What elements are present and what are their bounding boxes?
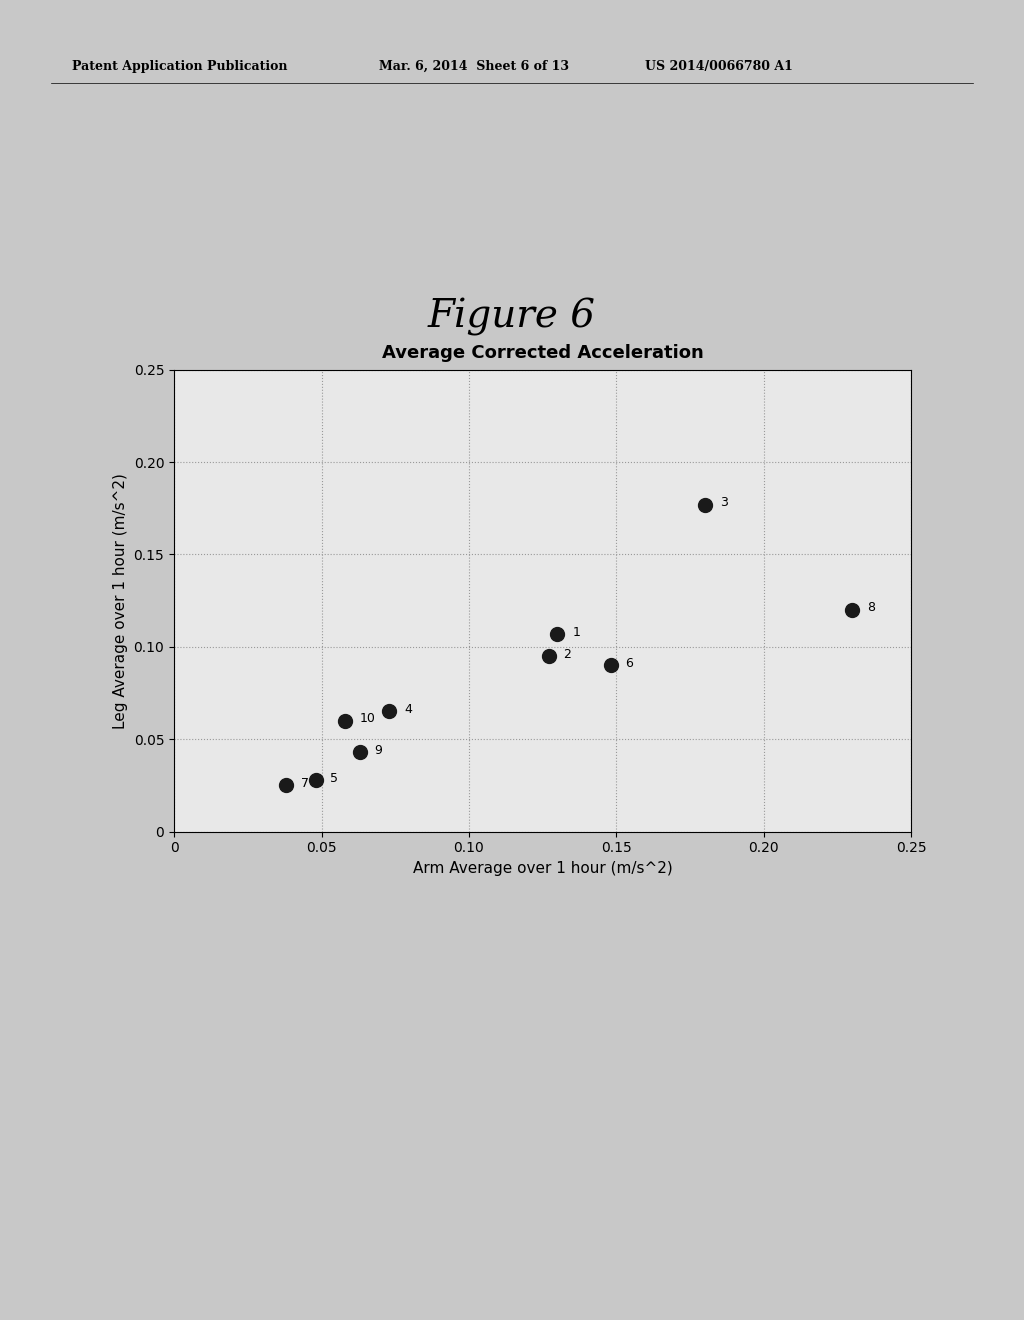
Text: 5: 5 — [331, 771, 338, 784]
Text: 2: 2 — [563, 648, 571, 661]
Text: Mar. 6, 2014  Sheet 6 of 13: Mar. 6, 2014 Sheet 6 of 13 — [379, 59, 569, 73]
Text: 3: 3 — [720, 496, 727, 510]
Text: 7: 7 — [301, 777, 309, 791]
Y-axis label: Leg Average over 1 hour (m/s^2): Leg Average over 1 hour (m/s^2) — [113, 473, 128, 729]
Text: 1: 1 — [572, 626, 580, 639]
Text: 9: 9 — [375, 743, 383, 756]
Point — [337, 710, 353, 731]
Point — [351, 742, 368, 763]
Text: 10: 10 — [359, 713, 376, 726]
X-axis label: Arm Average over 1 hour (m/s^2): Arm Average over 1 hour (m/s^2) — [413, 861, 673, 876]
Point — [381, 701, 397, 722]
Text: 4: 4 — [404, 704, 412, 717]
Point — [696, 494, 713, 515]
Point — [549, 623, 565, 644]
Text: Figure 6: Figure 6 — [428, 298, 596, 335]
Point — [541, 645, 557, 667]
Point — [844, 599, 860, 620]
Text: 6: 6 — [626, 657, 633, 671]
Text: 8: 8 — [867, 602, 876, 615]
Text: Patent Application Publication: Patent Application Publication — [72, 59, 287, 73]
Text: US 2014/0066780 A1: US 2014/0066780 A1 — [645, 59, 793, 73]
Point — [307, 770, 324, 791]
Point — [278, 775, 294, 796]
Point — [602, 655, 618, 676]
Title: Average Corrected Acceleration: Average Corrected Acceleration — [382, 345, 703, 363]
